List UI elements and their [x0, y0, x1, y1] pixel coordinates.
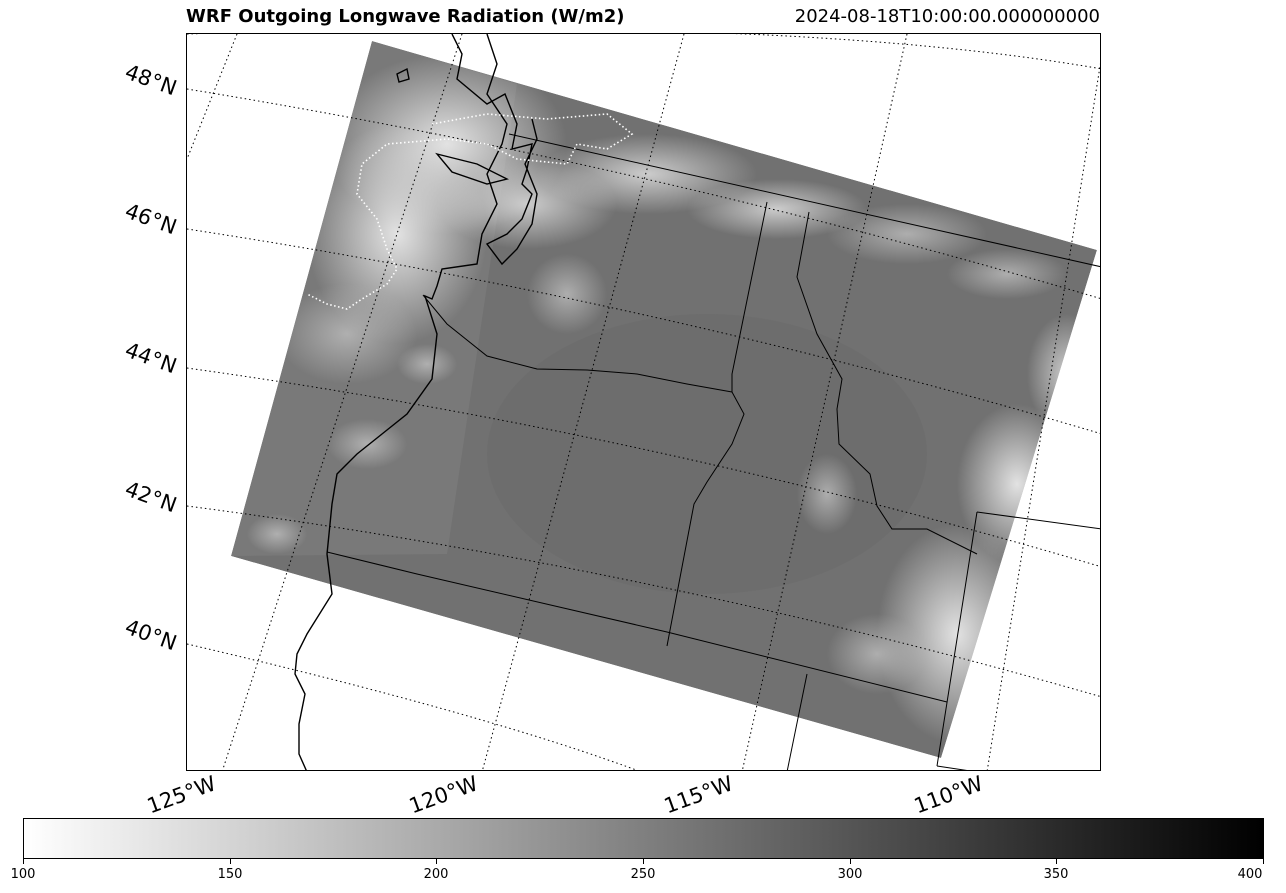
dotted-boundary — [306, 113, 634, 310]
colorbar-tick-label: 250 — [630, 867, 656, 882]
latitude-label: 44°N — [121, 337, 180, 379]
colorbar-tick-label: 100 — [10, 867, 36, 882]
colorbar-tick — [850, 859, 851, 864]
colorbar-tick — [436, 859, 437, 864]
colorbar-tick — [1263, 859, 1264, 864]
map-timestamp: 2024-08-18T10:00:00.000000000 — [794, 6, 1100, 27]
colorbar-tick-label: 150 — [217, 867, 243, 882]
colorbar-tick-label: 300 — [837, 867, 863, 882]
graticule — [187, 34, 1100, 770]
colorbar-tick-label: 350 — [1043, 867, 1069, 882]
latitude-label: 48°N — [121, 59, 180, 101]
colorbar-tick — [230, 859, 231, 864]
longitude-label: 115°W — [660, 771, 737, 819]
latitude-label: 42°N — [121, 476, 180, 518]
latitude-label: 46°N — [121, 198, 180, 240]
longitude-label: 110°W — [910, 771, 987, 819]
olr-map — [187, 34, 1100, 770]
colorbar-tick — [23, 859, 24, 864]
longitude-label: 125°W — [143, 771, 220, 819]
colorbar-tick-label: 200 — [423, 867, 449, 882]
colorbar-tick-label: 400 — [1237, 867, 1263, 882]
coastline — [294, 34, 538, 770]
state-boundaries — [326, 133, 1100, 770]
map-frame — [186, 33, 1101, 771]
colorbar — [23, 818, 1264, 859]
longitude-label: 120°W — [405, 771, 482, 819]
colorbar-tick — [1056, 859, 1057, 864]
wrf-domain-raster — [231, 41, 1097, 758]
map-title: WRF Outgoing Longwave Radiation (W/m2) — [186, 6, 625, 27]
colorbar-tick — [643, 859, 644, 864]
latitude-label: 40°N — [121, 614, 180, 656]
